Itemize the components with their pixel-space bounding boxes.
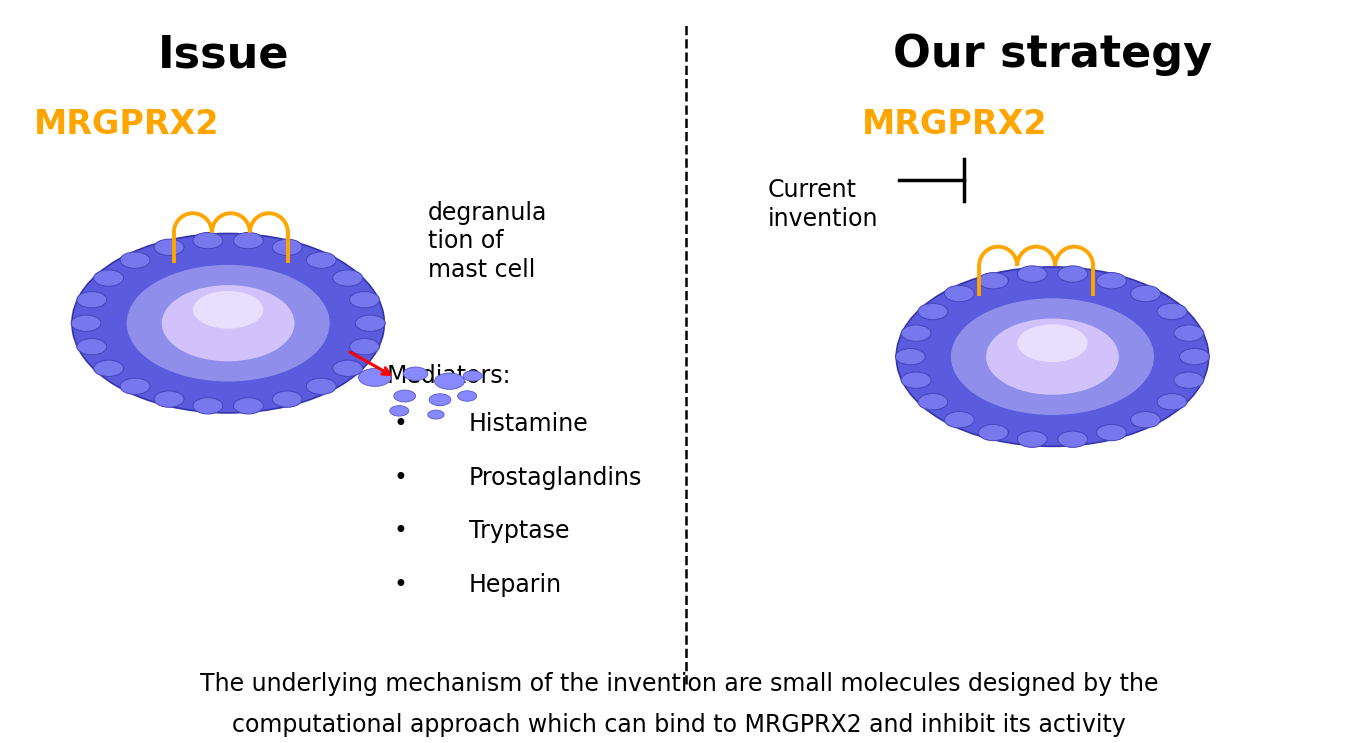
Circle shape [944,285,974,302]
Circle shape [333,360,363,377]
Circle shape [1173,372,1203,389]
Circle shape [77,291,107,308]
Circle shape [1096,424,1126,441]
Text: Our strategy: Our strategy [894,33,1211,77]
Text: •: • [394,466,407,490]
Circle shape [234,233,263,249]
Circle shape [234,398,263,414]
Text: Issue: Issue [159,33,289,77]
Circle shape [1173,325,1203,341]
Circle shape [94,360,124,377]
Circle shape [120,378,149,395]
Circle shape [394,390,416,402]
Circle shape [1017,431,1047,447]
Text: MRGPRX2: MRGPRX2 [34,108,220,140]
Circle shape [429,394,451,406]
Circle shape [1058,431,1088,447]
Circle shape [356,315,386,331]
Circle shape [1157,303,1187,319]
Text: Prostaglandins: Prostaglandins [469,466,642,490]
Circle shape [77,339,107,355]
Circle shape [1017,266,1047,282]
Text: Histamine: Histamine [469,412,588,436]
Circle shape [71,315,100,331]
Ellipse shape [193,291,263,328]
Circle shape [272,391,301,407]
Text: The underlying mechanism of the invention are small molecules designed by the: The underlying mechanism of the inventio… [200,672,1158,696]
Text: •: • [394,573,407,597]
Circle shape [349,291,379,308]
Circle shape [979,273,1009,289]
Ellipse shape [126,265,330,381]
Circle shape [1157,394,1187,410]
Circle shape [1096,273,1126,289]
Circle shape [435,373,464,389]
Text: Heparin: Heparin [469,573,562,597]
Ellipse shape [986,319,1119,395]
Circle shape [120,252,149,268]
Circle shape [902,325,932,341]
Circle shape [193,233,223,249]
Ellipse shape [951,299,1154,415]
Circle shape [94,270,124,286]
Text: MRGPRX2: MRGPRX2 [862,108,1048,140]
Text: Tryptase: Tryptase [469,519,569,543]
Text: Mediators:: Mediators: [387,364,512,388]
Circle shape [155,239,185,256]
Circle shape [1131,285,1161,302]
Circle shape [458,391,477,401]
Circle shape [918,394,948,410]
Circle shape [895,348,925,365]
Circle shape [359,369,391,386]
Circle shape [272,239,301,256]
Circle shape [1180,348,1210,365]
Text: Current
invention: Current invention [767,178,877,231]
Circle shape [902,372,932,389]
Circle shape [428,410,444,419]
Text: degranula
tion of
mast cell: degranula tion of mast cell [428,201,547,282]
Ellipse shape [1017,325,1088,362]
Circle shape [193,398,223,414]
Text: •: • [394,519,407,543]
Text: •: • [394,412,407,436]
Circle shape [463,371,482,381]
Circle shape [918,303,948,319]
Ellipse shape [72,233,384,413]
Circle shape [403,367,428,380]
Circle shape [155,391,185,407]
Circle shape [390,406,409,416]
Circle shape [1131,412,1161,428]
Circle shape [333,270,363,286]
Ellipse shape [896,267,1209,447]
Circle shape [1058,266,1088,282]
Circle shape [979,424,1009,441]
Circle shape [349,339,379,355]
Text: computational approach which can bind to MRGPRX2 and inhibit its activity: computational approach which can bind to… [232,713,1126,737]
Circle shape [307,252,337,268]
Circle shape [307,378,337,395]
Ellipse shape [162,285,295,361]
Circle shape [944,412,974,428]
